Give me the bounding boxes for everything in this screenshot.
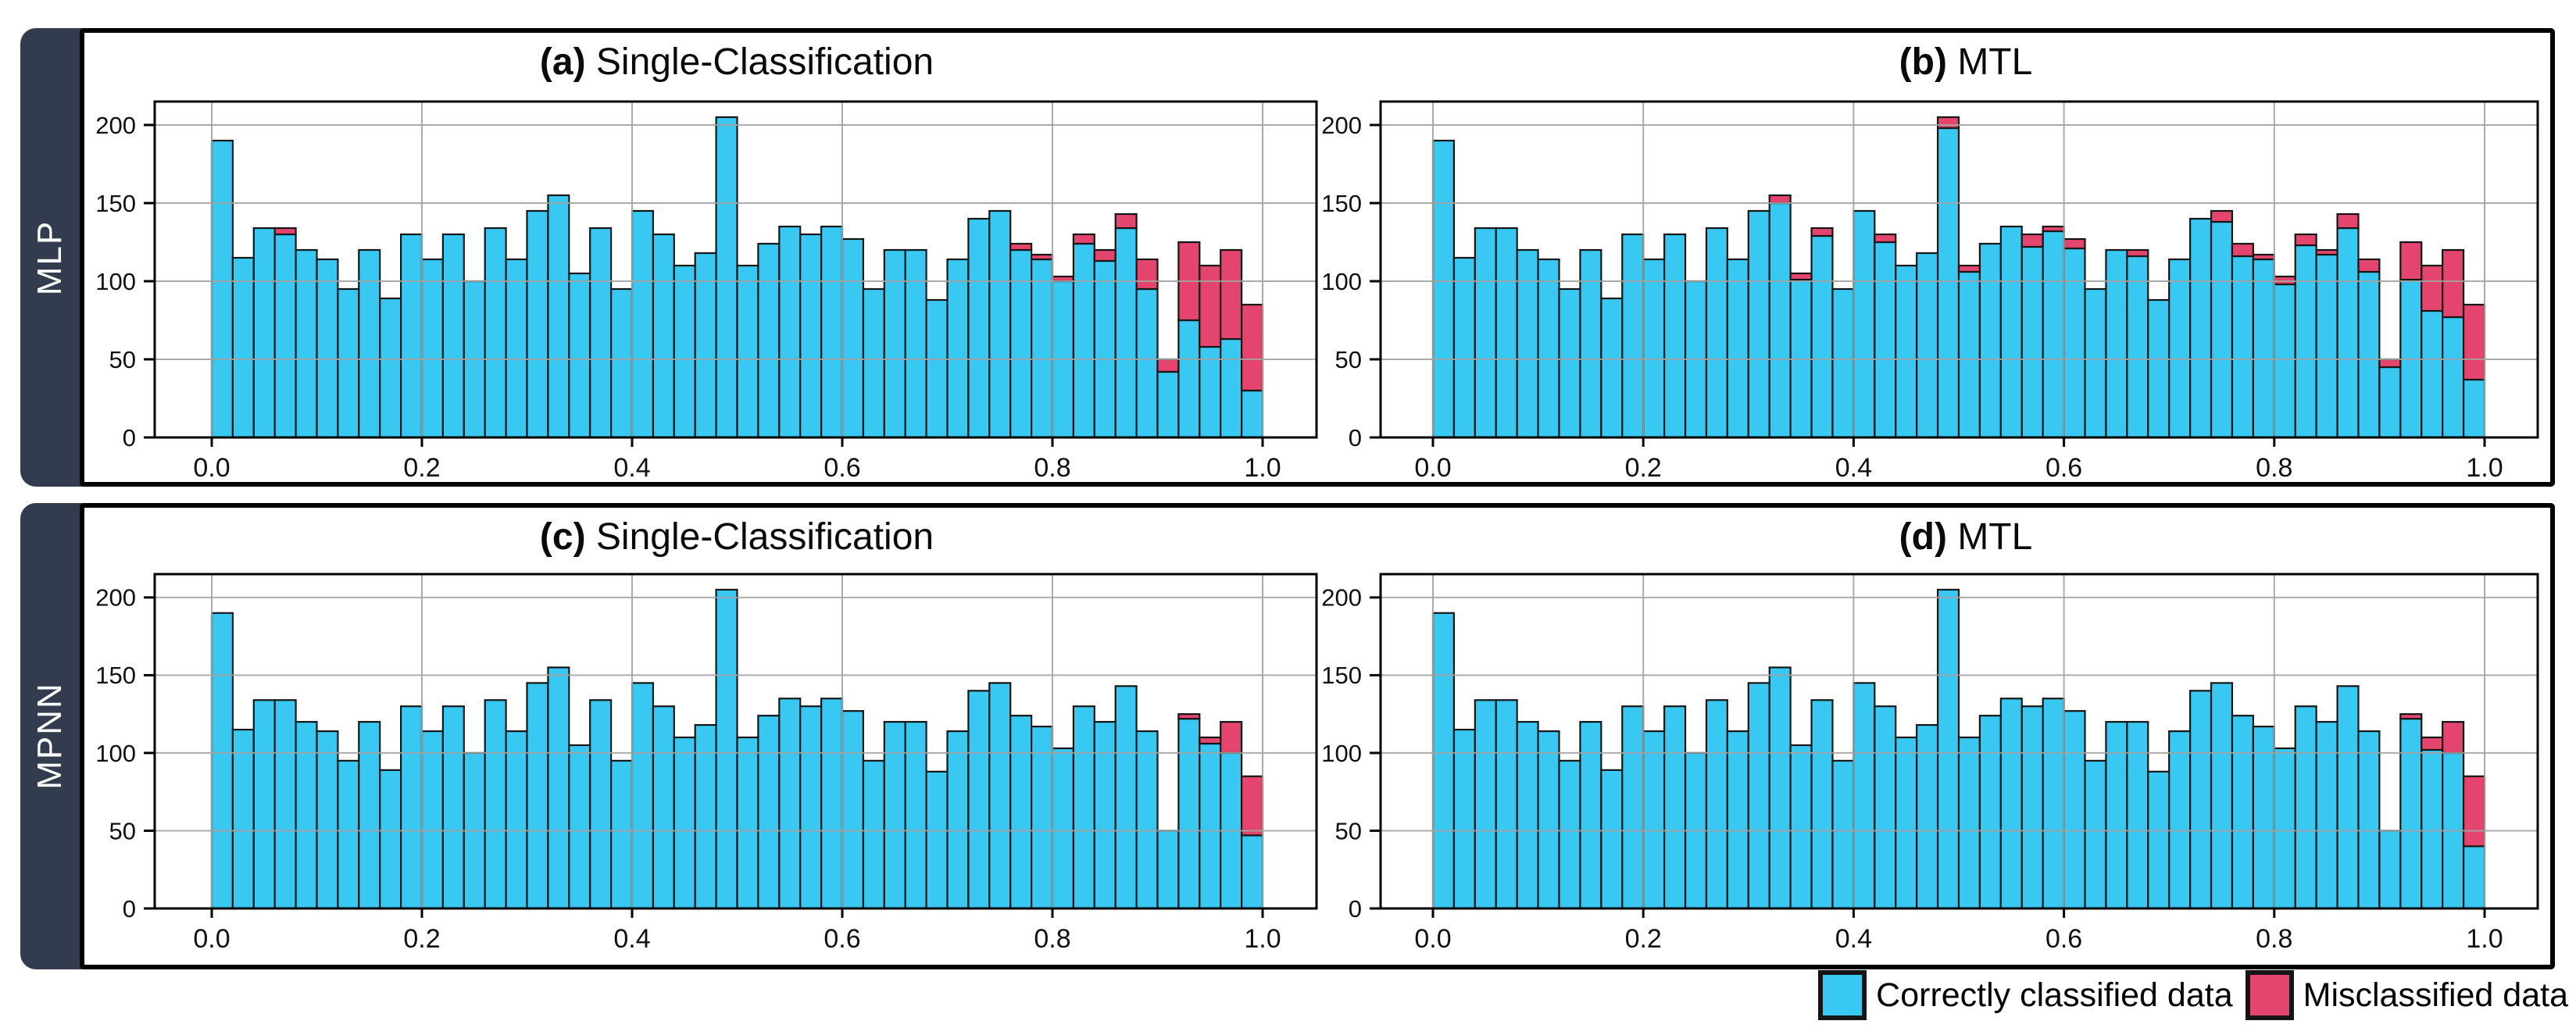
panel-title-text-a: Single-Classification [595,41,934,83]
svg-text:150: 150 [95,190,136,217]
svg-text:150: 150 [95,662,136,689]
svg-text:0: 0 [1349,895,1362,923]
svg-text:1.0: 1.0 [2466,453,2503,483]
panel-index-d: (d) [1899,516,1947,558]
svg-text:200: 200 [95,584,136,612]
svg-text:0.6: 0.6 [824,924,860,954]
svg-text:50: 50 [1335,817,1362,844]
histogram-svg-d: 0 50 100 150 200 0.0 0.2 0.4 0.6 0.8 1.0 [1321,573,2539,954]
svg-text:0.4: 0.4 [613,924,650,954]
legend-swatch-correct [1818,970,1867,1020]
svg-text:0: 0 [123,424,136,451]
svg-text:100: 100 [1321,740,1362,767]
legend-label-correct: Correctly classified data [1876,976,2233,1014]
svg-text:0.0: 0.0 [1414,924,1451,954]
panel-title-d: (d) MTL [1899,516,2033,559]
panel-title-text-d: MTL [1957,516,2033,558]
svg-text:0.0: 0.0 [193,924,230,954]
svg-text:50: 50 [109,817,136,844]
svg-text:0.2: 0.2 [403,453,440,483]
svg-text:0.6: 0.6 [2045,453,2082,483]
legend-swatch-mis [2245,970,2294,1020]
legend: Correctly classified data Misclassified … [1818,970,2568,1020]
svg-text:0.4: 0.4 [1835,924,1872,954]
row-tab-mlp [20,28,86,487]
panel-index-a: (a) [539,41,586,83]
svg-text:0.2: 0.2 [403,924,440,954]
svg-text:0.6: 0.6 [2045,924,2082,954]
svg-text:0: 0 [1349,424,1362,451]
svg-text:100: 100 [95,268,136,295]
legend-item-mis: Misclassified data [2245,970,2568,1020]
svg-text:0.8: 0.8 [1034,924,1070,954]
svg-text:50: 50 [109,346,136,373]
panel-title-text-b: MTL [1957,41,2033,83]
panel-title-b: (b) MTL [1899,41,2033,84]
svg-text:150: 150 [1321,190,1362,217]
svg-text:100: 100 [95,740,136,767]
svg-text:0: 0 [123,895,136,923]
legend-label-mis: Misclassified data [2303,976,2568,1014]
svg-text:1.0: 1.0 [1244,453,1281,483]
svg-text:200: 200 [95,112,136,139]
svg-text:0.0: 0.0 [193,453,230,483]
svg-text:200: 200 [1321,584,1362,612]
svg-text:0.4: 0.4 [1835,453,1872,483]
svg-text:200: 200 [1321,112,1362,139]
svg-text:150: 150 [1321,662,1362,689]
svg-text:50: 50 [1335,346,1362,373]
svg-text:0.0: 0.0 [1414,453,1451,483]
svg-text:0.8: 0.8 [2256,453,2292,483]
panel-title-a: (a) Single-Classification [540,41,934,84]
svg-text:0.8: 0.8 [2256,924,2292,954]
panel-index-b: (b) [1899,41,1947,83]
legend-item-correct: Correctly classified data [1818,970,2233,1020]
svg-text:100: 100 [1321,268,1362,295]
svg-text:1.0: 1.0 [1244,924,1281,954]
panel-index-c: (c) [539,516,586,558]
panel-title-text-c: Single-Classification [595,516,934,558]
svg-text:0.6: 0.6 [824,453,860,483]
histogram-svg-c: 0 50 100 150 200 0.0 0.2 0.4 0.6 0.8 1.0 [95,573,1318,954]
histogram-svg-a: 0 50 100 150 200 0.0 0.2 0.4 0.6 0.8 1.0 [95,100,1318,483]
svg-text:0.8: 0.8 [1034,453,1070,483]
row-tab-mpnn [20,503,86,969]
svg-text:0.2: 0.2 [1625,924,1662,954]
histogram-svg-b: 0 50 100 150 200 0.0 0.2 0.4 0.6 0.8 1.0 [1321,100,2539,483]
svg-text:1.0: 1.0 [2466,924,2503,954]
panel-title-c: (c) Single-Classification [540,516,934,559]
svg-text:0.2: 0.2 [1625,453,1662,483]
svg-text:0.4: 0.4 [613,453,650,483]
